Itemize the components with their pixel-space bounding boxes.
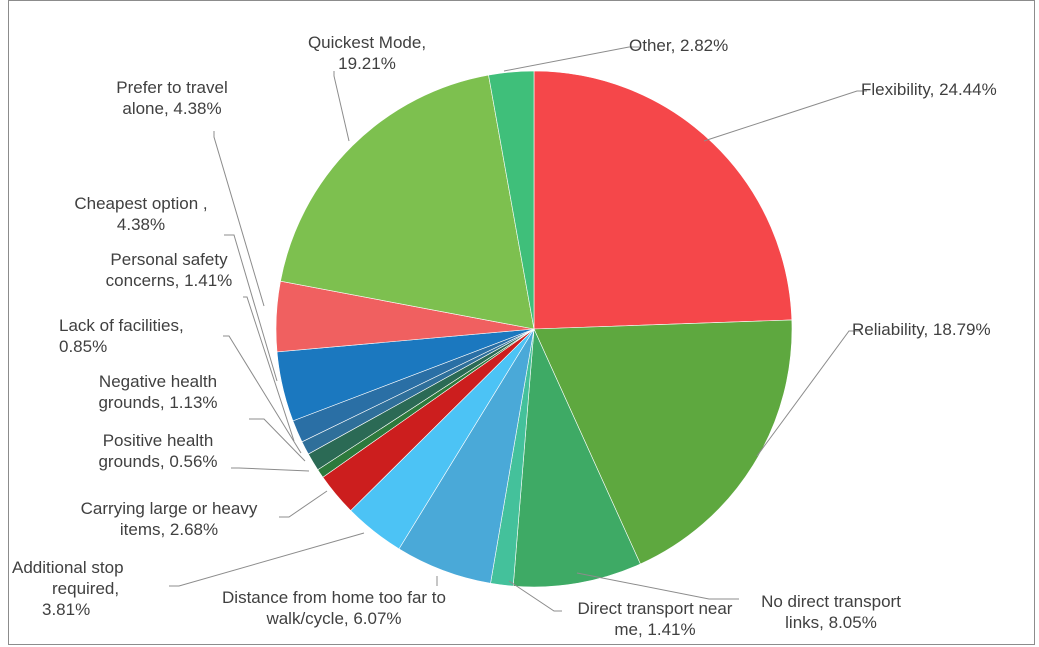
- pie-chart: [169, 46, 867, 612]
- label-distance: Distance from home too far to walk/cycle…: [222, 588, 446, 628]
- pie-slice-quickest-mode: [280, 74, 535, 330]
- leader-quickest: [333, 71, 350, 142]
- leader-prefer: [213, 131, 265, 307]
- label-no-direct-transport: No direct transport links, 8.05%: [761, 592, 901, 632]
- leader-negative: [249, 418, 306, 462]
- chart-frame: Flexibility, 24.44% Reliability, 18.79% …: [8, 0, 1035, 645]
- label-direct-transport-near: Direct transport near me, 1.41%: [577, 599, 733, 639]
- leader-flexibility: [703, 90, 867, 142]
- label-prefer-alone: Prefer to travel alone, 4.38%: [116, 78, 228, 118]
- leader-additional: [169, 532, 365, 587]
- label-quickest-mode: Quickest Mode, 19.21%: [307, 33, 427, 73]
- label-carrying: Carrying large or heavy items, 2.68%: [80, 499, 258, 539]
- leader-other: [503, 46, 639, 72]
- leader-carrying: [279, 490, 328, 518]
- pie-slice-other: [488, 70, 535, 330]
- leader-direct-near: [508, 580, 562, 612]
- leader-lack: [223, 335, 302, 454]
- leader-no-direct: [576, 572, 739, 600]
- pie-slices: [275, 70, 793, 588]
- pie-slice-reliability: [533, 319, 793, 565]
- leader-lines: [169, 46, 867, 612]
- leader-reliability: [756, 330, 859, 457]
- leader-cheapest: [224, 234, 278, 382]
- label-negative-health: Negative health grounds, 1.13%: [98, 372, 218, 412]
- label-positive-health: Positive health grounds, 0.56%: [98, 431, 218, 471]
- leader-positive: [231, 467, 310, 472]
- pie-slice-flexibility: [533, 70, 793, 330]
- label-cheapest-option: Cheapest option , 4.38%: [74, 194, 208, 234]
- label-additional-stop: Additional stop required, 3.81%: [12, 558, 124, 619]
- label-other: Other, 2.82%: [629, 36, 729, 55]
- label-lack-of-facilities: Lack of facilities, 0.85%: [59, 316, 184, 356]
- label-flexibility: Flexibility, 24.44%: [861, 80, 997, 99]
- label-personal-safety: Personal safety concerns, 1.41%: [105, 250, 233, 290]
- leader-safety: [243, 296, 295, 442]
- label-reliability: Reliability, 18.79%: [852, 320, 991, 339]
